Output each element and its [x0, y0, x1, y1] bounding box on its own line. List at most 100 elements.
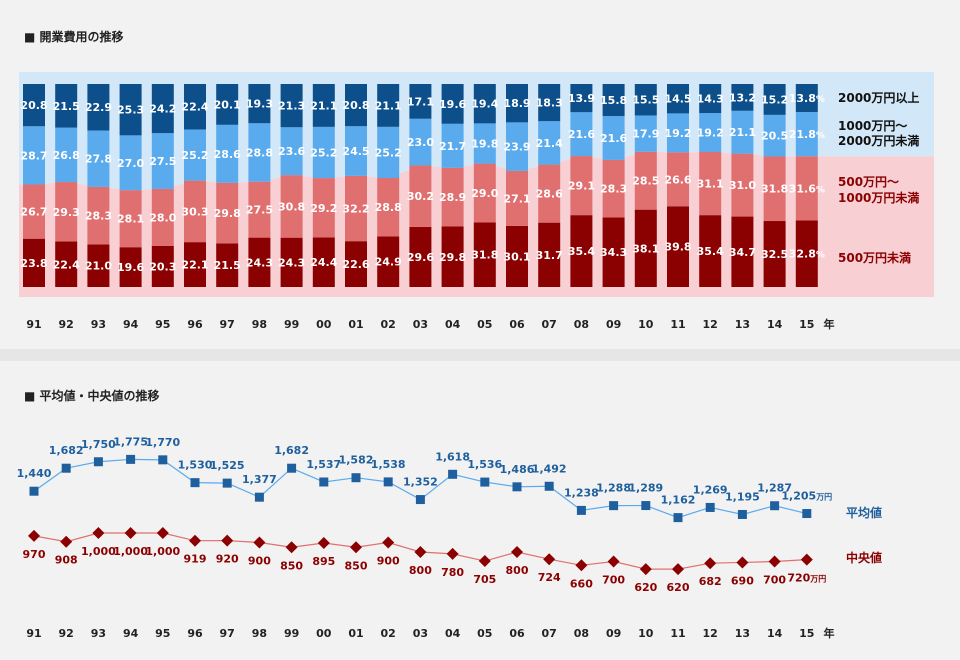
x-tick-label: 00	[316, 318, 332, 331]
bar-data-label: 20.5	[761, 130, 788, 143]
bar-segment	[23, 184, 45, 239]
bar-data-label: 29.8	[214, 207, 241, 220]
x-unit-label: 年	[824, 317, 835, 331]
bar-segment	[570, 112, 593, 157]
bar-segment	[699, 84, 722, 114]
bar-segment	[312, 178, 335, 238]
bar-data-label: 31.8	[471, 249, 498, 262]
bar-data-label: 28.5	[632, 175, 659, 188]
x-tick-label: 91	[26, 318, 41, 331]
data-point-square	[61, 463, 71, 473]
bar-data-label: 29.0	[471, 187, 498, 200]
bar-segment	[345, 175, 367, 242]
data-label: 780	[441, 566, 464, 579]
x-tick-label: 93	[91, 627, 106, 640]
data-point-diamond	[543, 553, 556, 566]
bar-data-label: 30.1	[503, 250, 530, 263]
data-label: 1,352	[403, 476, 438, 489]
data-point-diamond	[639, 563, 652, 576]
data-point-square	[415, 495, 425, 505]
bar-data-label: 19.6	[117, 261, 144, 274]
bar-data-label: 28.8	[375, 201, 402, 214]
bar-segment	[248, 84, 271, 124]
data-point-square	[673, 513, 683, 523]
data-point-diamond	[60, 535, 73, 548]
x-tick-label: 13	[735, 627, 750, 640]
bar-data-label: 21.8%	[789, 128, 825, 141]
bar-segment	[409, 165, 432, 227]
bar-segment	[248, 181, 271, 238]
data-point-square	[319, 477, 329, 487]
bar-segment	[345, 84, 367, 127]
data-label: 1,750	[81, 438, 116, 451]
bar-data-label: 22.4	[53, 258, 80, 271]
legend-label: 中央値	[846, 550, 882, 565]
bar-segment	[119, 247, 142, 287]
bar-data-label: 30.2	[407, 190, 434, 203]
x-tick-label: 98	[252, 627, 267, 640]
bar-data-label: 21.1	[375, 99, 402, 112]
line-chart: 1,4401,6821,7501,7751,7701,5301,5251,377…	[17, 435, 882, 640]
data-label: 720万円	[787, 572, 826, 585]
legend-label: 2000万円以上	[838, 90, 919, 105]
bar-segment	[280, 175, 303, 238]
data-point-square	[737, 509, 747, 519]
bar-data-label: 21.5	[214, 259, 241, 272]
x-tick-label: 09	[606, 627, 621, 640]
bar-segment	[538, 222, 561, 287]
x-tick-label: 02	[381, 627, 396, 640]
bar-segment	[409, 226, 432, 287]
x-tick-label: 01	[348, 318, 363, 331]
bar-segment	[731, 216, 754, 287]
x-tick-label: 06	[509, 318, 525, 331]
bar-data-label: 29.6	[407, 251, 434, 264]
bar-data-label: 18.3	[536, 97, 563, 110]
bar-segment	[473, 222, 496, 287]
bar-segment	[538, 84, 561, 122]
bar-data-label: 28.6	[536, 188, 563, 201]
x-tick-label: 01	[348, 627, 363, 640]
bar-data-label: 13.8%	[789, 92, 825, 105]
bar-data-label: 31.6%	[789, 182, 825, 195]
data-point-square	[705, 502, 715, 512]
data-label: 682	[699, 575, 722, 588]
data-point-square	[512, 482, 522, 492]
bar-segment	[280, 237, 303, 287]
data-point-square	[448, 469, 458, 479]
bar-segment	[473, 84, 496, 124]
bar-segment	[795, 156, 818, 221]
bar-data-label: 27.0	[117, 157, 144, 170]
data-point-square	[383, 477, 393, 487]
bar-data-label: 21.3	[278, 100, 305, 113]
line-chart-title: ■ 平均値・中央値の推移	[24, 389, 160, 403]
bar-segment	[667, 84, 689, 114]
data-label: 800	[409, 564, 432, 577]
bar-data-label: 22.9	[85, 101, 112, 114]
bar-data-label: 30.3	[181, 205, 208, 218]
bar-data-label: 18.9	[503, 97, 530, 110]
bar-data-label: 13.9	[568, 92, 595, 105]
bar-segment	[795, 220, 818, 287]
bar-segment	[280, 84, 303, 128]
bar-segment	[667, 152, 689, 207]
bar-data-label: 26.6	[664, 173, 691, 186]
bar-data-label: 14.3	[697, 93, 724, 106]
bar-data-label: 25.2	[375, 146, 402, 159]
x-tick-label: 13	[735, 318, 750, 331]
data-point-square	[287, 463, 297, 473]
x-tick-label: 94	[123, 318, 139, 331]
bar-segment	[377, 126, 400, 178]
data-label: 850	[345, 559, 368, 572]
bar-segment	[506, 84, 528, 123]
bar-segment	[763, 84, 786, 115]
data-point-square	[641, 501, 651, 511]
bar-segment	[184, 129, 206, 181]
bar-data-label: 22.6	[342, 258, 369, 271]
data-label: 700	[763, 574, 786, 587]
percent-suffix: %	[816, 131, 825, 141]
data-point-diamond	[253, 536, 266, 549]
bar-data-label: 22.4	[181, 101, 208, 114]
x-tick-label: 95	[155, 627, 170, 640]
x-unit-label: 年	[824, 626, 835, 640]
data-label: 1,582	[339, 454, 374, 467]
